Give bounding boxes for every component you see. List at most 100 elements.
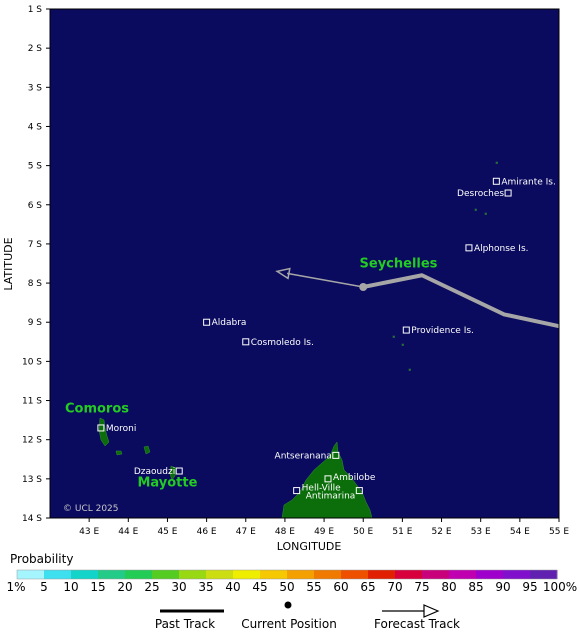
- y-tick-label: 12 S: [22, 436, 42, 446]
- probability-scale-label: 15: [90, 580, 105, 594]
- probability-color-swatch: [503, 570, 531, 579]
- probability-scale-label: 60: [333, 580, 348, 594]
- y-tick-label: 10 S: [22, 357, 42, 367]
- probability-scale-label: 50: [279, 580, 294, 594]
- x-tick-label: 43 E: [79, 527, 99, 537]
- anjouan-island: [143, 445, 151, 455]
- islet-5: [408, 368, 411, 371]
- track-legend: Past Track Current Position Forecast Tra…: [155, 601, 460, 631]
- place-marker-square: [355, 487, 363, 495]
- probability-color-swatch: [341, 570, 369, 579]
- storm-track: [275, 267, 560, 329]
- place-marker-square: [203, 318, 211, 326]
- probability-color-swatch: [125, 570, 153, 579]
- probability-color-swatch: [98, 570, 126, 579]
- probability-color-swatch: [152, 570, 180, 579]
- legend-title: Probability: [10, 552, 73, 566]
- place-label: Cosmoledo Is.: [251, 338, 314, 348]
- place-label: Antimarina: [306, 492, 356, 502]
- y-tick-label: 2 S: [28, 44, 43, 54]
- y-tick-label: 13 S: [22, 475, 42, 485]
- probability-color-swatch: [395, 570, 423, 579]
- x-tick-label: 52 E: [432, 527, 452, 537]
- past-track-key-label: Past Track: [155, 617, 215, 631]
- islet-1: [495, 161, 498, 164]
- place-marker-square: [504, 189, 512, 197]
- place-label: Hell-Ville: [302, 484, 341, 494]
- mayotte-island: [169, 465, 177, 481]
- probability-scale-label: 40: [225, 580, 240, 594]
- x-tick-label: 53 E: [471, 527, 491, 537]
- probability-scale-label: 75: [414, 580, 429, 594]
- probability-color-swatch: [449, 570, 477, 579]
- place-label: Ambilobe: [333, 473, 376, 483]
- forecast-track-arrowhead: [275, 267, 291, 280]
- probability-color-swatch: [476, 570, 504, 579]
- x-tick-label: 54 E: [510, 527, 530, 537]
- probability-scale-label: 85: [468, 580, 483, 594]
- probability-scale-label: 20: [117, 580, 132, 594]
- madagascar-landmass: [281, 441, 373, 519]
- probability-color-swatch: [179, 570, 207, 579]
- place-marker-square: [242, 338, 250, 346]
- y-tick-label: 8 S: [28, 279, 43, 289]
- place-markers: Amirante Is. Desroches Alphonse Is. Aldabra…: [97, 177, 556, 502]
- y-tick-label: 9 S: [28, 318, 43, 328]
- land-layer: [98, 161, 498, 519]
- probability-scale-label: 65: [360, 580, 375, 594]
- map-frame: [49, 8, 560, 519]
- islet-4: [401, 343, 404, 346]
- probability-scale-label: 100%: [543, 580, 577, 594]
- forecast-track-line: [286, 272, 364, 288]
- probability-color-swatch: [17, 570, 45, 579]
- probability-color-swatch: [314, 570, 342, 579]
- axis-tick-marks: [46, 8, 560, 522]
- x-tick-label: 48 E: [275, 527, 295, 537]
- forecast-track-key-label: Forecast Track: [374, 617, 460, 631]
- place-label: Antseranana: [275, 451, 332, 461]
- place-label: Dzaoudzi: [134, 467, 175, 477]
- y-tick-label: 11 S: [22, 397, 42, 407]
- y-tick-label: 14 S: [22, 514, 42, 524]
- y-tick-label: 3 S: [28, 83, 43, 93]
- place-marker-square: [97, 424, 105, 432]
- probability-scale-label: 25: [144, 580, 159, 594]
- place-label: Amirante Is.: [501, 177, 555, 187]
- y-tick-label: 1 S: [28, 5, 43, 15]
- x-tick-label: 45 E: [157, 527, 177, 537]
- x-tick-label: 47 E: [236, 527, 256, 537]
- place-marker-square: [332, 451, 340, 459]
- probability-scale-label: 55: [306, 580, 321, 594]
- probability-scale-label: 10: [63, 580, 78, 594]
- x-axis-title: LONGITUDE: [277, 540, 342, 553]
- region-label: Mayotte: [137, 476, 197, 491]
- place-label: Providence Is.: [411, 326, 474, 336]
- past-track-line: [362, 273, 560, 329]
- x-tick-label: 50 E: [353, 527, 373, 537]
- probability-scale-label: 70: [387, 580, 402, 594]
- place-marker-square: [402, 326, 410, 334]
- forecast-track-key-arrow: [423, 604, 440, 618]
- islet-2: [474, 208, 477, 211]
- x-tick-label: 46 E: [197, 527, 217, 537]
- x-tick-labels: 43 E 44 E 45 E 46 E 47 E 48 E 49 E 50 E 51 E 52 E…: [79, 527, 569, 537]
- place-marker-square: [492, 177, 500, 185]
- probability-scale-label: 30: [171, 580, 186, 594]
- probability-color-swatch: [368, 570, 396, 579]
- place-label: Desroches: [457, 189, 504, 199]
- region-label: Seychelles: [360, 256, 438, 271]
- probability-bar-frame: [16, 569, 558, 580]
- probability-color-swatch: [233, 570, 261, 579]
- y-tick-label: 7 S: [28, 240, 43, 250]
- probability-scale-label: 35: [198, 580, 213, 594]
- probability-color-swatch: [287, 570, 315, 579]
- x-tick-label: 51 E: [392, 527, 412, 537]
- current-position-key-label: Current Position: [241, 617, 337, 631]
- x-tick-label: 44 E: [118, 527, 138, 537]
- probability-color-swatch: [422, 570, 450, 579]
- probability-color-swatch: [44, 570, 72, 579]
- probability-color-swatch: [260, 570, 288, 579]
- probability-scale-label: 5: [40, 580, 48, 594]
- moheli-island: [115, 450, 123, 456]
